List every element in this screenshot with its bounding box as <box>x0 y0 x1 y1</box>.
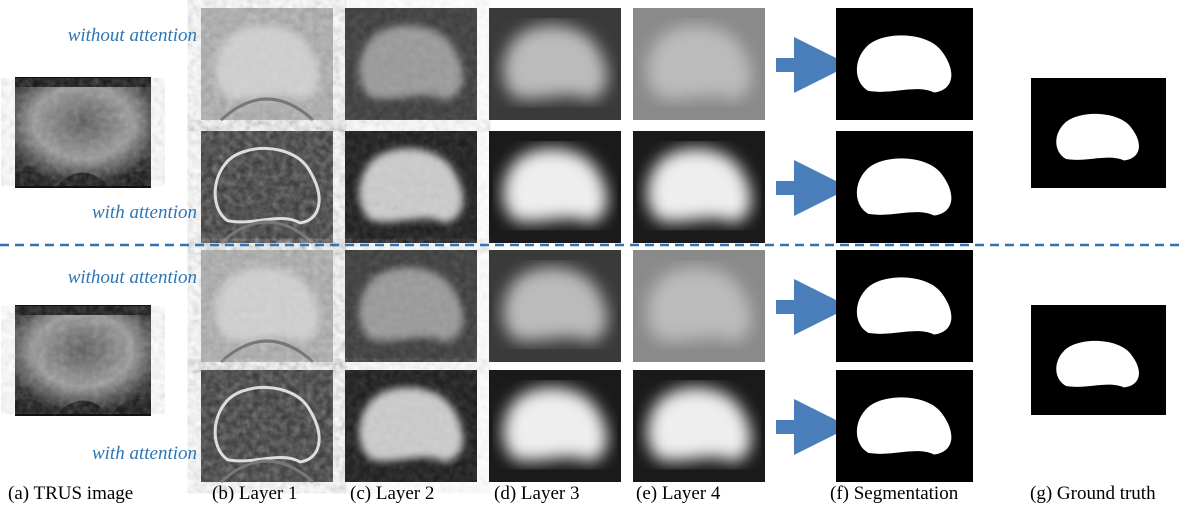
feature-map <box>633 250 765 362</box>
row-label: without attention <box>68 25 197 46</box>
texture <box>345 250 477 362</box>
row-label: with attention <box>92 443 197 464</box>
texture <box>15 87 151 177</box>
feature-map <box>489 8 621 120</box>
trus-image <box>15 305 151 416</box>
feature-map <box>345 250 477 362</box>
feature-map <box>489 250 621 362</box>
row-label: without attention <box>68 267 197 288</box>
texture <box>345 370 477 482</box>
texture <box>345 8 477 120</box>
caption: (f) Segmentation <box>830 483 959 504</box>
feature-map <box>345 131 477 243</box>
feature-map <box>345 8 477 120</box>
feature-map <box>345 370 477 482</box>
caption: (b) Layer 1 <box>212 483 297 504</box>
feature-map <box>201 250 333 362</box>
feature-map <box>201 370 333 482</box>
feature-map <box>633 8 765 120</box>
caption: (a) TRUS image <box>8 483 133 504</box>
caption: (c) Layer 2 <box>350 483 434 504</box>
feature-map <box>201 131 333 243</box>
feature-map <box>633 370 765 482</box>
figure: without attention with attention without… <box>0 0 1182 506</box>
row-label: with attention <box>92 202 197 223</box>
caption: (g) Ground truth <box>1030 483 1156 504</box>
feature-map <box>201 8 333 120</box>
texture <box>15 315 151 405</box>
trus-image <box>15 77 151 188</box>
caption: (d) Layer 3 <box>494 483 579 504</box>
texture <box>345 131 477 243</box>
caption: (e) Layer 4 <box>636 483 721 504</box>
feature-map <box>489 370 621 482</box>
feature-map <box>489 131 621 243</box>
feature-map <box>633 131 765 243</box>
